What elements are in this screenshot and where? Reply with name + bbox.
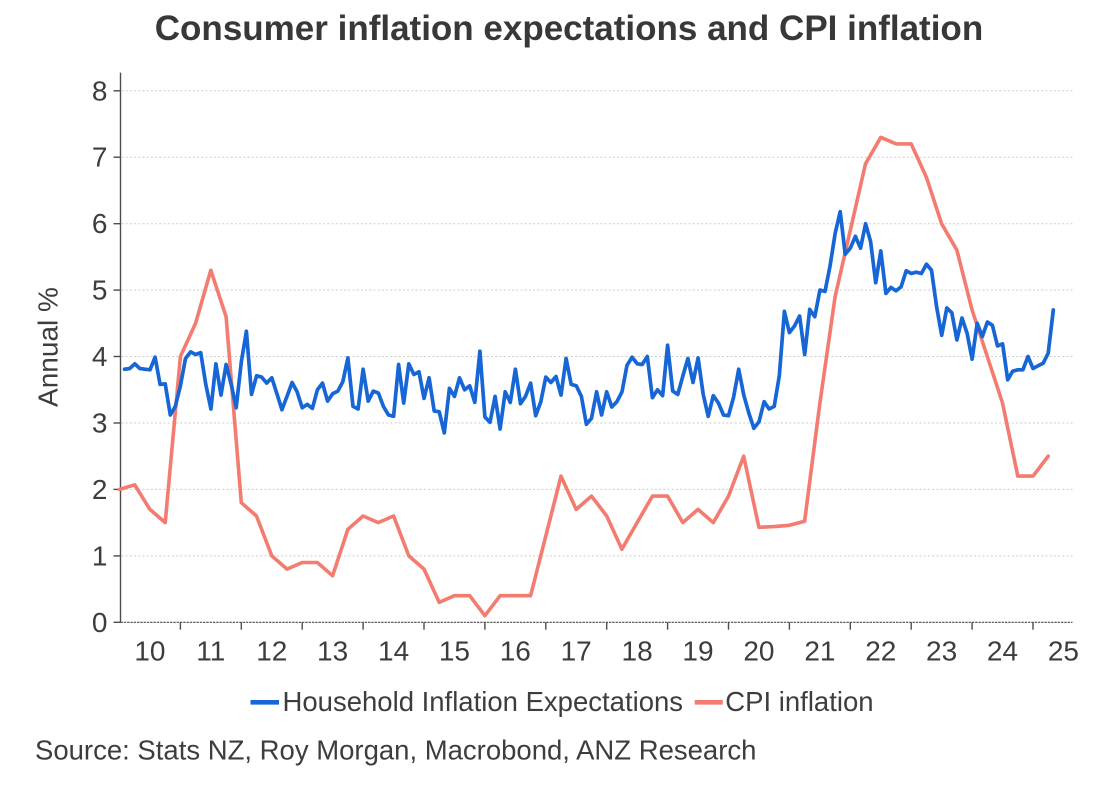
svg-text:3: 3: [92, 408, 108, 439]
svg-text:24: 24: [987, 636, 1018, 667]
svg-text:6: 6: [92, 208, 108, 239]
svg-text:2: 2: [92, 474, 108, 505]
svg-text:11: 11: [196, 636, 225, 667]
svg-text:CPI inflation: CPI inflation: [725, 686, 873, 717]
svg-text:0: 0: [92, 607, 108, 638]
svg-text:20: 20: [743, 636, 774, 667]
svg-text:14: 14: [378, 636, 409, 667]
svg-text:10: 10: [134, 636, 165, 667]
svg-text:Source: Stats NZ, Roy Morgan,: Source: Stats NZ, Roy Morgan, Macrobond,…: [35, 735, 756, 766]
svg-text:8: 8: [92, 75, 108, 106]
svg-text:21: 21: [804, 636, 835, 667]
svg-text:16: 16: [500, 636, 531, 667]
svg-text:Household Inflation Expectatio: Household Inflation Expectations: [283, 686, 684, 717]
svg-text:5: 5: [92, 275, 108, 306]
svg-text:7: 7: [92, 142, 108, 173]
svg-text:18: 18: [622, 636, 653, 667]
svg-text:17: 17: [561, 636, 592, 667]
svg-text:19: 19: [682, 636, 713, 667]
svg-text:12: 12: [256, 636, 287, 667]
svg-text:15: 15: [439, 636, 470, 667]
svg-text:22: 22: [865, 636, 896, 667]
svg-text:4: 4: [92, 341, 108, 372]
svg-text:Annual %: Annual %: [33, 287, 64, 407]
svg-text:25: 25: [1048, 636, 1079, 667]
svg-text:23: 23: [926, 636, 957, 667]
svg-text:13: 13: [317, 636, 348, 667]
svg-text:1: 1: [92, 540, 108, 571]
svg-text:Consumer inflation expectation: Consumer inflation expectations and CPI …: [155, 9, 983, 48]
